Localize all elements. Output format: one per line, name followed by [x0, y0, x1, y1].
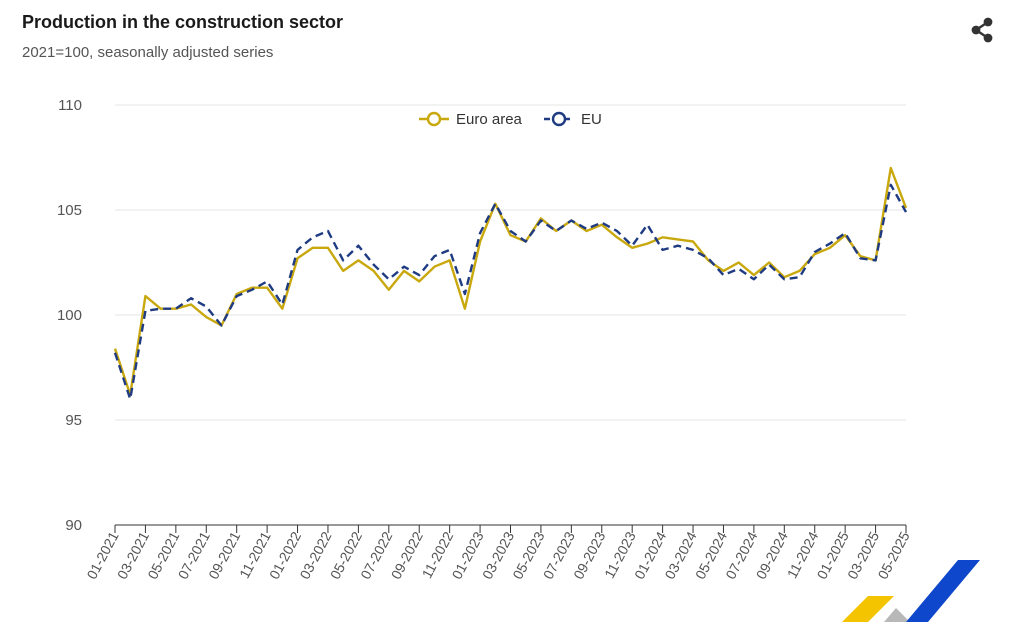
grid-lines [115, 104, 906, 421]
series-line-euro-area[interactable] [113, 166, 908, 396]
series-lines [113, 166, 908, 401]
y-tick-label: 110 [58, 97, 82, 114]
series-line-eu[interactable] [113, 183, 908, 401]
legend-item-eu[interactable]: EU [544, 111, 602, 128]
share-icon[interactable] [968, 15, 998, 45]
y-tick-label: 95 [65, 412, 82, 429]
y-tick-label: 90 [65, 517, 82, 534]
legend: Euro area EU [419, 111, 602, 128]
y-tick-label: 100 [57, 307, 82, 324]
y-axis: 110 105 100 95 90 [57, 97, 82, 534]
legend-label: EU [581, 111, 602, 128]
chart-title: Production in the construction sector [22, 12, 344, 32]
chart-subtitle: 2021=100, seasonally adjusted series [22, 44, 274, 61]
eurostat-logo [838, 558, 988, 627]
x-axis: 01-202103-202105-202107-202109-202111-20… [83, 524, 913, 582]
legend-marker [551, 111, 567, 127]
legend-label: Euro area [456, 111, 523, 128]
legend-marker [426, 111, 442, 127]
y-tick-label: 105 [57, 202, 82, 219]
legend-item-euro-area[interactable]: Euro area [419, 111, 523, 128]
